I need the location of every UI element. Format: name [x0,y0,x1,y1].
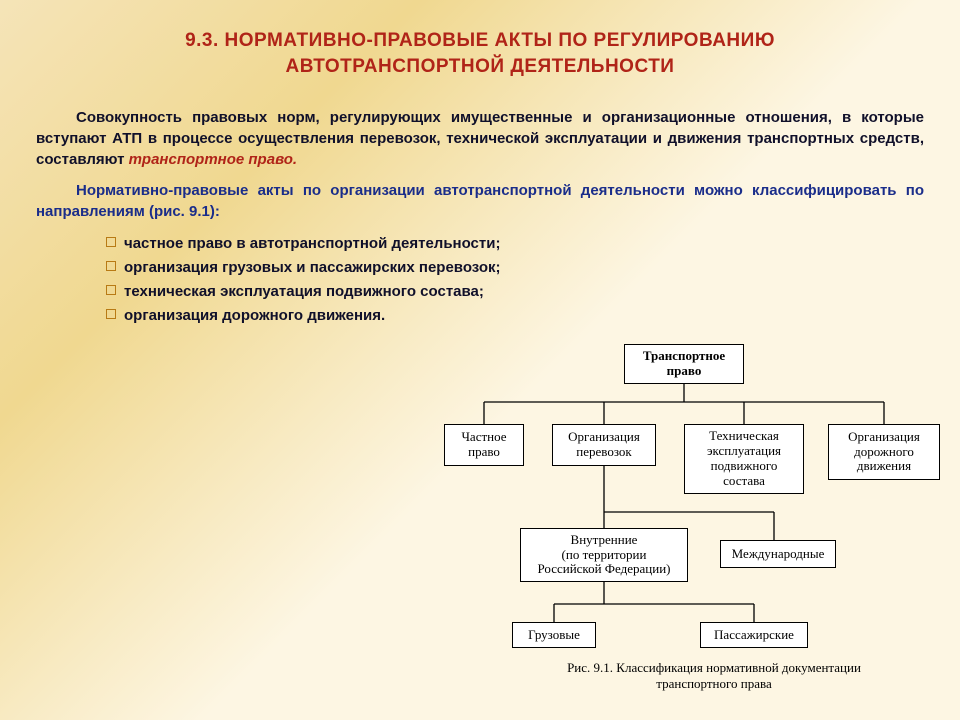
title-line-2: АВТОТРАНСПОРТНОЙ ДЕЯТЕЛЬНОСТИ [286,56,675,77]
title-line-1: 9.3. НОРМАТИВНО-ПРАВОВЫЕ АКТЫ ПО РЕГУЛИР… [185,30,775,51]
bullet-item: частное право в автотранспортной деятель… [106,232,924,256]
node-l2-1: Организация перевозок [552,424,656,466]
bullet-item: техническая эксплуатация подвижного сост… [106,280,924,304]
bullet-item: организация грузовых и пассажирских пере… [106,256,924,280]
page-title: 9.3. НОРМАТИВНО-ПРАВОВЫЕ АКТЫ ПО РЕГУЛИР… [36,28,924,79]
node-root: Транспортное право [624,344,744,384]
node-l4-1: Пассажирские [700,622,808,648]
slide: 9.3. НОРМАТИВНО-ПРАВОВЫЕ АКТЫ ПО РЕГУЛИР… [0,0,960,720]
node-label: Организация дорожного движения [848,430,920,475]
node-label: Техническая эксплуатация подвижного сост… [707,429,781,489]
node-l2-3: Организация дорожного движения [828,424,940,480]
bullet-list: частное право в автотранспортной деятель… [36,232,924,328]
node-label: Транспортное право [643,349,725,379]
node-l3-1: Международные [720,540,836,568]
paragraph-2: Нормативно-правовые акты по организации … [36,180,924,222]
node-label: Частное право [461,430,506,460]
org-chart: Транспортное право Частное право Организ… [424,344,944,704]
paragraph-1: Совокупность правовых норм, регулирующих… [36,107,924,170]
node-l2-0: Частное право [444,424,524,466]
node-label: Грузовые [528,628,580,643]
node-label: Внутренние (по территории Российской Фед… [537,533,670,578]
node-label: Международные [732,547,825,562]
node-l3-0: Внутренние (по территории Российской Фед… [520,528,688,582]
node-label: Организация перевозок [568,430,640,460]
node-l4-0: Грузовые [512,622,596,648]
node-l2-2: Техническая эксплуатация подвижного сост… [684,424,804,494]
bullet-item: организация дорожного движения. [106,304,924,328]
figure-caption: Рис. 9.1. Классификация нормативной доку… [544,660,884,693]
connector-lines [424,344,944,704]
para1-emphasis: транспортное право. [129,151,298,168]
node-label: Пассажирские [714,628,794,643]
